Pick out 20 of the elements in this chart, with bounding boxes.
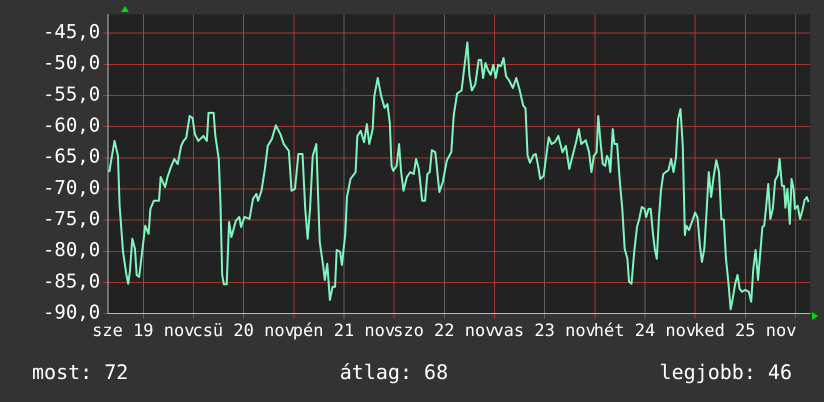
y-tick-label: -55,0 <box>42 83 100 106</box>
x-tick-label: szo 22 nov <box>393 321 496 342</box>
x-tick-label: hét 24 nov <box>594 321 696 342</box>
y-tick-label: -85,0 <box>42 270 100 292</box>
x-tick-label: pén 21 nov <box>292 321 396 342</box>
y-tick-label: -50,0 <box>42 52 100 74</box>
text: most: 72 <box>32 360 128 384</box>
x-tick-label: vas 23 nov <box>493 321 596 342</box>
y-tick-label: -45,0 <box>42 21 100 44</box>
y-tick-label: -65,0 <box>42 146 100 168</box>
y-tick-label: -75,0 <box>42 208 100 230</box>
text: átlag: 68 <box>340 360 448 384</box>
y-tick-label: -80,0 <box>42 239 100 262</box>
x-tick-label: sze 19 nov <box>92 321 194 342</box>
text: legjobb: 46 <box>660 360 792 384</box>
y-tick-label: -60,0 <box>42 114 100 137</box>
x-tick-label: csü 20 nov <box>192 321 295 342</box>
y-tick-label: -70,0 <box>42 176 100 199</box>
y-tick-label: -90,0 <box>42 302 100 324</box>
x-tick-label: ked 25 nov <box>694 321 796 342</box>
